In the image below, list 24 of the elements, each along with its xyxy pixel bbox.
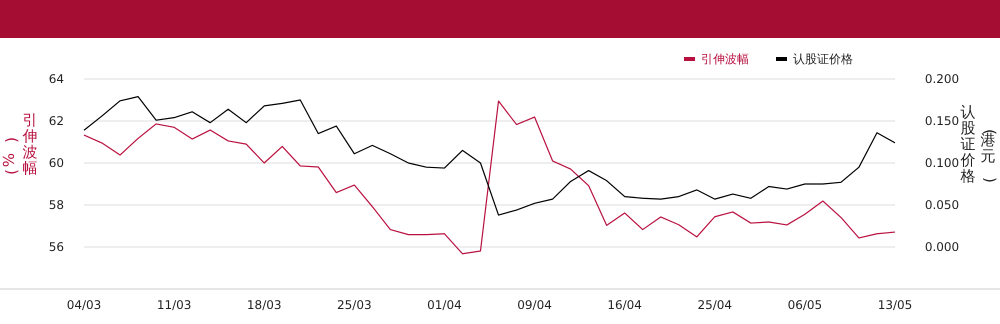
y-tick-label: 60 <box>48 156 64 170</box>
y2-tick-label: 0.050 <box>924 198 960 212</box>
y-tick-label: 62 <box>48 114 64 128</box>
y2-tick-label: 0.100 <box>924 156 960 170</box>
x-tick-label: 11/03 <box>156 298 192 312</box>
x-tick-label: 25/04 <box>697 298 732 312</box>
y-tick-label: 56 <box>48 240 64 254</box>
y-tick-label: 58 <box>48 198 64 212</box>
line-series <box>83 100 896 254</box>
legend-label: 引伸波幅 <box>701 52 749 66</box>
y2-tick-label: 0.150 <box>924 114 960 128</box>
y2-tick-label: 0.200 <box>924 72 960 86</box>
x-tick-label: 06/05 <box>788 298 822 312</box>
y2-tick-label: 0.000 <box>924 240 960 254</box>
x-tick-label: 16/04 <box>607 298 642 312</box>
x-tick-label: 09/04 <box>517 298 552 312</box>
x-tick-label: 01/04 <box>427 298 462 312</box>
line-series <box>83 96 896 216</box>
legend-label: 认股证价格 <box>793 52 853 66</box>
x-tick-label: 04/03 <box>66 298 102 312</box>
x-tick-label: 18/03 <box>246 298 282 312</box>
x-tick-label: 13/05 <box>878 298 912 312</box>
y-tick-label: 64 <box>48 72 64 86</box>
x-tick-label: 25/03 <box>337 298 372 312</box>
